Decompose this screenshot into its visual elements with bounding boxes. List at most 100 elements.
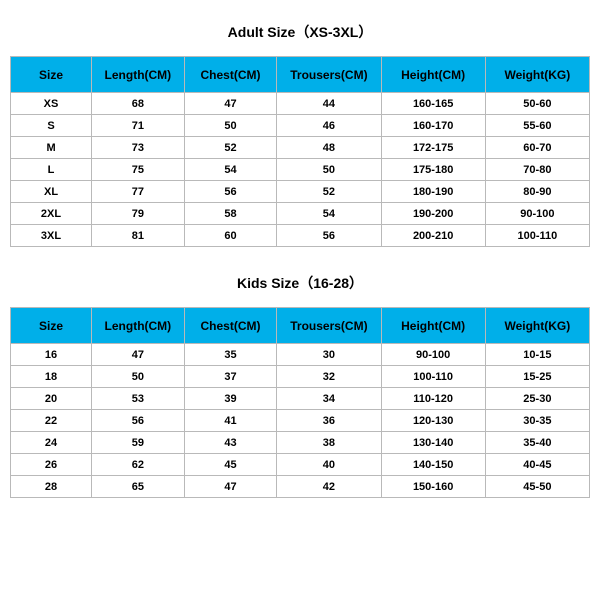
table-cell: 52	[184, 137, 277, 159]
column-header: Size	[11, 57, 92, 93]
table-cell: 45	[184, 454, 277, 476]
table-cell: 28	[11, 476, 92, 498]
table-row: 28654742150-16045-50	[11, 476, 590, 498]
table-cell: 40-45	[485, 454, 589, 476]
table-row: 18503732100-11015-25	[11, 366, 590, 388]
column-header: Height(CM)	[381, 57, 485, 93]
table-cell: 30-35	[485, 410, 589, 432]
table-cell: 75	[92, 159, 185, 181]
table-cell: 68	[92, 93, 185, 115]
table-cell: 36	[277, 410, 381, 432]
column-header: Trousers(CM)	[277, 57, 381, 93]
column-header: Weight(KG)	[485, 57, 589, 93]
table-cell: 50-60	[485, 93, 589, 115]
table-cell: 3XL	[11, 225, 92, 247]
table-row: 3XL816056200-210100-110	[11, 225, 590, 247]
table-cell: 16	[11, 344, 92, 366]
table-cell: M	[11, 137, 92, 159]
column-header: Size	[11, 308, 92, 344]
table-cell: 110-120	[381, 388, 485, 410]
table-cell: 130-140	[381, 432, 485, 454]
adult-size-table: SizeLength(CM)Chest(CM)Trousers(CM)Heigh…	[10, 56, 590, 247]
table-row: 1647353090-10010-15	[11, 344, 590, 366]
table-cell: 42	[277, 476, 381, 498]
table-cell: 46	[277, 115, 381, 137]
table-cell: 71	[92, 115, 185, 137]
table-cell: 180-190	[381, 181, 485, 203]
table-cell: L	[11, 159, 92, 181]
section-gap	[10, 247, 590, 263]
column-header: Length(CM)	[92, 308, 185, 344]
table-cell: 56	[184, 181, 277, 203]
adult-size-section: Adult Size（XS-3XL） SizeLength(CM)Chest(C…	[10, 12, 590, 247]
kids-size-table: SizeLength(CM)Chest(CM)Trousers(CM)Heigh…	[10, 307, 590, 498]
table-cell: 81	[92, 225, 185, 247]
table-cell: 30	[277, 344, 381, 366]
table-cell: 90-100	[381, 344, 485, 366]
column-header: Chest(CM)	[184, 57, 277, 93]
table-cell: 47	[184, 476, 277, 498]
table-row: 2XL795854190-20090-100	[11, 203, 590, 225]
table-cell: 38	[277, 432, 381, 454]
table-cell: 25-30	[485, 388, 589, 410]
table-cell: 26	[11, 454, 92, 476]
table-cell: 140-150	[381, 454, 485, 476]
column-header: Length(CM)	[92, 57, 185, 93]
table-cell: XL	[11, 181, 92, 203]
table-cell: 37	[184, 366, 277, 388]
table-cell: 50	[277, 159, 381, 181]
table-cell: 47	[92, 344, 185, 366]
table-cell: 39	[184, 388, 277, 410]
table-header-row: SizeLength(CM)Chest(CM)Trousers(CM)Heigh…	[11, 308, 590, 344]
table-cell: 22	[11, 410, 92, 432]
table-cell: 60-70	[485, 137, 589, 159]
table-cell: 59	[92, 432, 185, 454]
table-cell: S	[11, 115, 92, 137]
table-cell: 18	[11, 366, 92, 388]
table-cell: 45-50	[485, 476, 589, 498]
table-cell: 175-180	[381, 159, 485, 181]
table-row: M735248172-17560-70	[11, 137, 590, 159]
table-cell: 52	[277, 181, 381, 203]
table-cell: 79	[92, 203, 185, 225]
table-cell: 48	[277, 137, 381, 159]
table-cell: 65	[92, 476, 185, 498]
table-cell: 10-15	[485, 344, 589, 366]
table-row: 24594338130-14035-40	[11, 432, 590, 454]
table-row: L755450175-18070-80	[11, 159, 590, 181]
kids-title: Kids Size（16-28）	[10, 263, 590, 307]
table-cell: 44	[277, 93, 381, 115]
table-cell: 190-200	[381, 203, 485, 225]
table-header-row: SizeLength(CM)Chest(CM)Trousers(CM)Heigh…	[11, 57, 590, 93]
table-row: XL775652180-19080-90	[11, 181, 590, 203]
table-cell: 160-165	[381, 93, 485, 115]
table-cell: 100-110	[485, 225, 589, 247]
table-cell: 50	[92, 366, 185, 388]
table-cell: 56	[277, 225, 381, 247]
adult-title: Adult Size（XS-3XL）	[10, 12, 590, 56]
table-cell: 32	[277, 366, 381, 388]
table-cell: 50	[184, 115, 277, 137]
column-header: Height(CM)	[381, 308, 485, 344]
table-row: XS684744160-16550-60	[11, 93, 590, 115]
table-cell: 34	[277, 388, 381, 410]
kids-size-section: Kids Size（16-28） SizeLength(CM)Chest(CM)…	[10, 263, 590, 498]
table-cell: 43	[184, 432, 277, 454]
table-cell: 70-80	[485, 159, 589, 181]
table-row: S715046160-17055-60	[11, 115, 590, 137]
table-cell: 58	[184, 203, 277, 225]
table-cell: 172-175	[381, 137, 485, 159]
table-cell: 56	[92, 410, 185, 432]
table-row: 26624540140-15040-45	[11, 454, 590, 476]
table-cell: 20	[11, 388, 92, 410]
table-cell: 160-170	[381, 115, 485, 137]
column-header: Chest(CM)	[184, 308, 277, 344]
table-row: 22564136120-13030-35	[11, 410, 590, 432]
column-header: Weight(KG)	[485, 308, 589, 344]
table-cell: XS	[11, 93, 92, 115]
table-cell: 54	[277, 203, 381, 225]
table-cell: 35	[184, 344, 277, 366]
table-cell: 60	[184, 225, 277, 247]
table-cell: 90-100	[485, 203, 589, 225]
table-row: 20533934110-12025-30	[11, 388, 590, 410]
